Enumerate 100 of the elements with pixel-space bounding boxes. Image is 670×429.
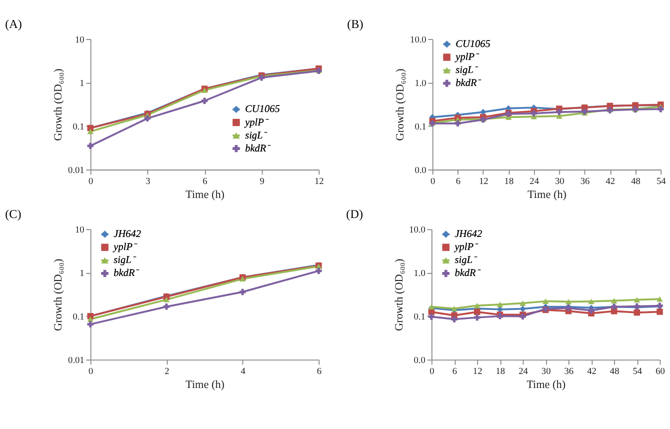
point bbox=[496, 306, 504, 313]
y-tick-label: 0.01 bbox=[68, 166, 85, 176]
y-axis-title: Growth (OD₆₀₀) bbox=[394, 68, 406, 141]
y-tick-label: 10 bbox=[75, 225, 85, 236]
point bbox=[474, 302, 480, 308]
x-tick-label: 0 bbox=[88, 176, 94, 187]
legend-label: sigL⁻ bbox=[454, 255, 478, 266]
legend-label: bkdR⁻ bbox=[114, 268, 140, 280]
point bbox=[428, 314, 435, 320]
point bbox=[656, 308, 663, 315]
y-axis-title: Growth (OD₆₀₀) bbox=[394, 258, 406, 331]
legend-label: bkdR⁻ bbox=[454, 268, 481, 280]
point bbox=[658, 106, 664, 112]
legend-label: JH642 bbox=[454, 229, 482, 240]
point bbox=[556, 108, 562, 116]
point bbox=[144, 115, 151, 122]
x-tick-label: 30 bbox=[541, 367, 552, 378]
x-tick-label: 0 bbox=[88, 367, 94, 378]
x-tick-label: 42 bbox=[606, 176, 616, 187]
x-tick-label: 42 bbox=[587, 367, 597, 378]
point bbox=[239, 288, 246, 296]
legend-label: CU1065 bbox=[245, 104, 280, 116]
point bbox=[542, 298, 549, 304]
y-tick-label: 0.1 bbox=[72, 312, 85, 322]
point bbox=[530, 110, 537, 117]
point bbox=[201, 98, 208, 104]
y-tick-label: 0.0 bbox=[414, 166, 427, 176]
y-tick-label: 10 bbox=[75, 35, 85, 46]
point bbox=[87, 321, 94, 328]
x-tick-label: 0 bbox=[430, 176, 436, 187]
x-axis-title: Time (h) bbox=[186, 188, 225, 201]
x-tick-label: 12 bbox=[478, 176, 489, 187]
x-tick-label: 0 bbox=[430, 367, 435, 378]
point bbox=[656, 296, 663, 302]
x-tick-label: 60 bbox=[656, 367, 666, 378]
point bbox=[316, 268, 322, 274]
legend-label: bkdR⁻ bbox=[456, 78, 482, 90]
legend-label: yplP⁻ bbox=[454, 52, 480, 64]
x-tick-label: 9 bbox=[260, 176, 265, 187]
point bbox=[163, 304, 170, 310]
chart-title: (A) bbox=[5, 16, 22, 31]
point bbox=[87, 316, 94, 322]
x-tick-label: 4 bbox=[240, 367, 246, 378]
legend-label: yplP⁻ bbox=[112, 242, 138, 254]
x-tick-label: 6 bbox=[452, 367, 458, 378]
point bbox=[565, 298, 572, 304]
x-tick-label: 24 bbox=[518, 367, 528, 378]
y-tick-label: 10.0 bbox=[409, 225, 426, 236]
x-tick-label: 3 bbox=[146, 176, 151, 187]
point bbox=[163, 296, 170, 302]
legend-label: JH642 bbox=[114, 229, 142, 240]
y-tick-label: 0.1 bbox=[414, 122, 427, 132]
point bbox=[480, 108, 486, 116]
point bbox=[87, 142, 94, 149]
y-axis-title: Growth (OD₆₀₀) bbox=[52, 258, 64, 331]
x-tick-label: 2 bbox=[164, 367, 170, 378]
legend-label: yplP⁻ bbox=[244, 117, 269, 128]
y-tick-label: 1 bbox=[80, 268, 85, 279]
point bbox=[520, 300, 526, 306]
legend-label: sigL⁻ bbox=[245, 130, 268, 142]
point bbox=[474, 314, 480, 321]
point bbox=[588, 307, 594, 314]
point bbox=[520, 306, 526, 312]
x-axis-title: Time (h) bbox=[186, 379, 225, 392]
chart-title: (B) bbox=[347, 16, 364, 31]
y-tick-label: 1.0 bbox=[414, 268, 426, 279]
legend-label: yplP⁻ bbox=[454, 242, 479, 254]
y-axis-title: Growth (OD₆₀₀) bbox=[52, 68, 64, 141]
y-tick-label: 0.0 bbox=[414, 356, 426, 366]
legend-label: sigL⁻ bbox=[114, 255, 136, 266]
legend-label: sigL⁻ bbox=[456, 65, 478, 76]
x-tick-label: 36 bbox=[564, 367, 574, 378]
x-tick-label: 18 bbox=[496, 367, 506, 378]
x-tick-label: 6 bbox=[316, 367, 322, 378]
point bbox=[588, 298, 594, 304]
x-tick-label: 48 bbox=[631, 176, 641, 187]
x-tick-label: 30 bbox=[555, 176, 565, 187]
chart-title: (C) bbox=[5, 206, 22, 221]
y-tick-label: 0.01 bbox=[68, 356, 85, 366]
x-tick-label: 6 bbox=[202, 176, 208, 187]
x-tick-label: 54 bbox=[632, 367, 642, 378]
point bbox=[454, 120, 461, 127]
chart-title: (D) bbox=[346, 206, 363, 221]
point bbox=[610, 298, 618, 304]
x-tick-label: 36 bbox=[580, 176, 590, 187]
x-tick-label: 18 bbox=[504, 176, 514, 187]
x-tick-label: 6 bbox=[456, 176, 461, 187]
x-tick-label: 24 bbox=[530, 176, 540, 187]
x-axis-title: Time (h) bbox=[527, 188, 567, 201]
x-tick-label: 48 bbox=[610, 367, 620, 378]
point bbox=[634, 309, 640, 316]
x-tick-label: 12 bbox=[472, 367, 483, 378]
x-axis-title: Time (h) bbox=[526, 379, 566, 392]
y-tick-label: 10.0 bbox=[410, 35, 427, 46]
y-tick-label: 1 bbox=[80, 78, 85, 89]
y-tick-label: 0.1 bbox=[414, 312, 426, 322]
x-tick-label: 12 bbox=[314, 176, 324, 187]
point bbox=[496, 302, 504, 308]
legend-label: bkdR⁻ bbox=[245, 143, 272, 154]
legend-label: CU1065 bbox=[456, 38, 490, 50]
